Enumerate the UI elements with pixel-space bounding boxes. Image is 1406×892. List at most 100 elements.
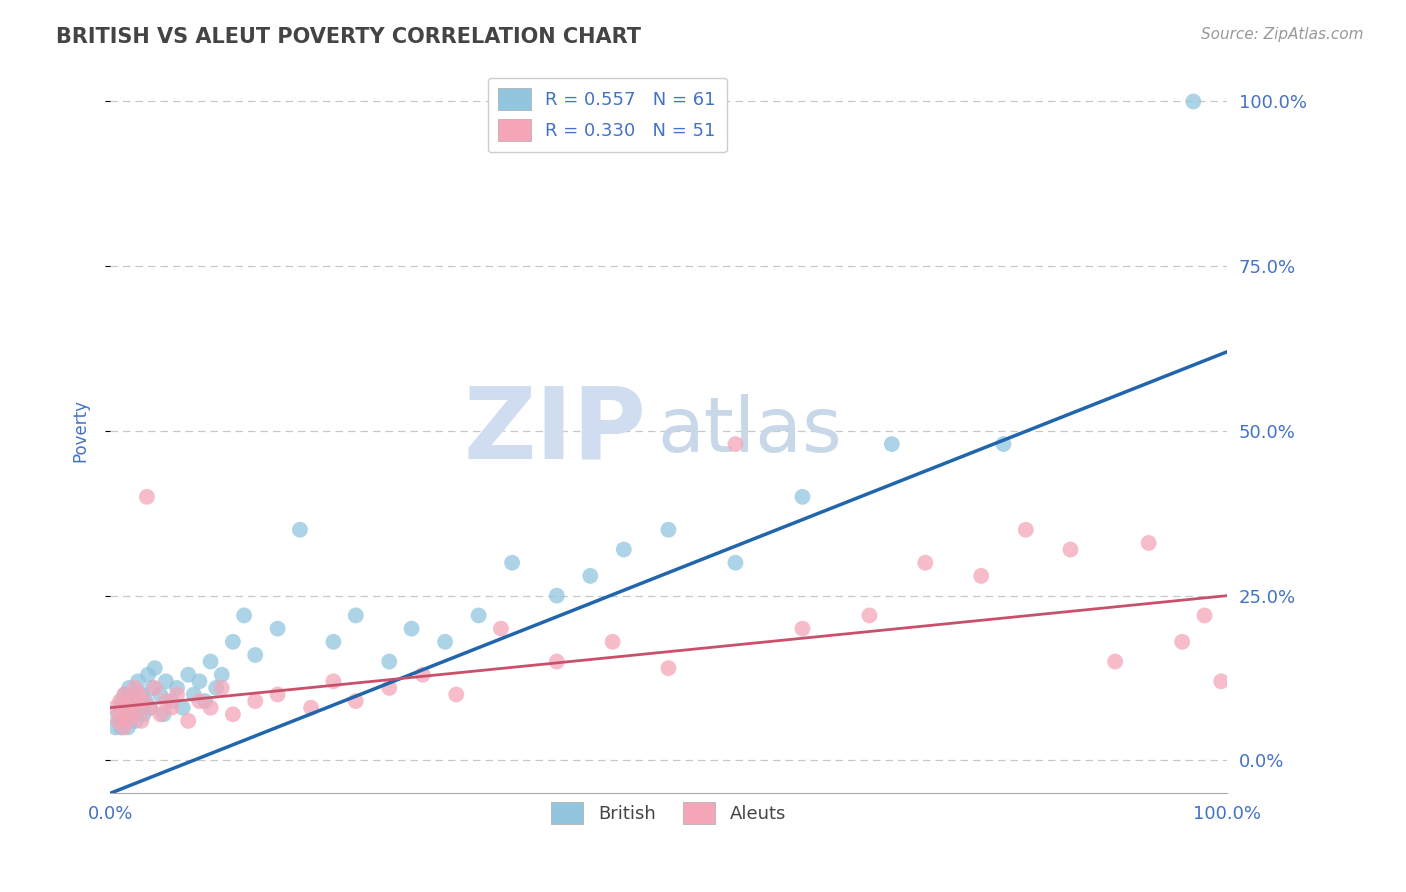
Point [132,707,155,722]
Point [288,523,311,537]
Point [322,634,344,648]
Point [200,655,222,669]
Point [183,688,205,702]
Point [125,700,148,714]
Point [211,667,233,681]
Point [125,714,148,728]
Point [266,622,288,636]
Point [155,694,177,708]
Point [120,700,142,714]
Point [489,622,512,636]
Point [135,694,157,708]
Point [108,694,131,708]
Legend: British, Aleuts: British, Aleuts [540,791,797,835]
Point [188,694,211,708]
Point [880,437,903,451]
Point [194,694,217,708]
Point [724,556,747,570]
Point [141,681,163,695]
Point [149,707,172,722]
Point [602,634,624,648]
Point [546,655,568,669]
Point [993,437,1015,451]
Point [104,721,127,735]
Point [245,648,267,662]
Point [1171,634,1194,648]
Point [117,714,139,728]
Point [112,714,135,728]
Point [114,688,136,702]
Point [166,688,188,702]
Point [111,694,134,708]
Point [131,714,153,728]
Point [205,681,228,695]
Point [546,589,568,603]
Point [121,707,143,722]
Point [792,622,814,636]
Point [128,688,150,702]
Text: ZIP: ZIP [463,383,647,479]
Point [129,700,152,714]
Point [152,707,174,722]
Text: Source: ZipAtlas.com: Source: ZipAtlas.com [1201,27,1364,42]
Point [166,681,188,695]
Text: BRITISH VS ALEUT POVERTY CORRELATION CHART: BRITISH VS ALEUT POVERTY CORRELATION CHA… [56,27,641,46]
Point [114,707,136,722]
Point [104,700,127,714]
Point [112,721,135,735]
Point [177,714,200,728]
Point [378,681,401,695]
Point [124,681,146,695]
Point [177,667,200,681]
Point [613,542,636,557]
Point [107,707,129,722]
Point [132,694,155,708]
Point [118,681,141,695]
Point [467,608,489,623]
Point [222,707,245,722]
Point [1211,674,1233,689]
Point [378,655,401,669]
Point [127,674,149,689]
Point [120,714,142,728]
Point [1015,523,1038,537]
Point [200,700,222,714]
Point [792,490,814,504]
Point [1104,655,1126,669]
Text: atlas: atlas [657,394,842,468]
Point [344,694,367,708]
Point [724,437,747,451]
Point [160,700,183,714]
Point [501,556,523,570]
Point [139,700,162,714]
Point [657,523,679,537]
Point [108,700,131,714]
Point [149,688,172,702]
Point [299,700,322,714]
Point [143,661,166,675]
Point [139,700,162,714]
Point [245,694,267,708]
Point [1182,95,1205,109]
Point [233,608,256,623]
Point [211,681,233,695]
Point [160,694,183,708]
Point [657,661,679,675]
Y-axis label: Poverty: Poverty [72,400,89,462]
Point [107,714,129,728]
Point [124,694,146,708]
Point [1137,536,1160,550]
Point [122,707,145,722]
Point [1059,542,1081,557]
Point [434,634,457,648]
Point [115,700,138,714]
Point [120,694,142,708]
Point [135,490,157,504]
Point [579,569,602,583]
Point [114,688,136,702]
Point [115,700,138,714]
Point [401,622,423,636]
Point [222,634,245,648]
Point [172,700,194,714]
Point [344,608,367,623]
